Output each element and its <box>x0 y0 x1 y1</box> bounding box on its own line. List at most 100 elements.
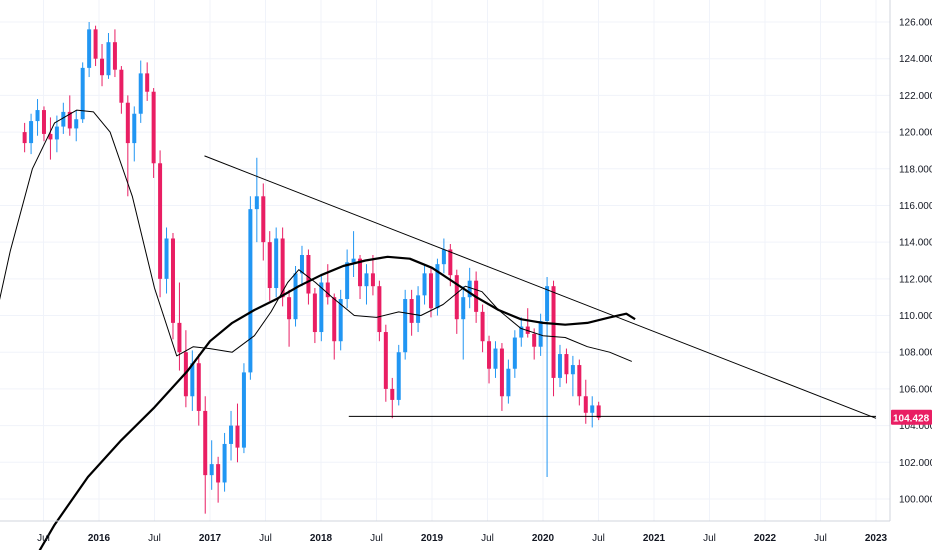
candle-body <box>35 110 40 122</box>
candle-body <box>100 58 105 76</box>
candle-body <box>499 348 504 397</box>
candle-body <box>61 111 66 127</box>
candle-body <box>216 464 221 483</box>
y-tick-label: 116.000 <box>899 201 932 212</box>
x-tick-label: Jul <box>814 533 827 544</box>
x-tick-label: Jul <box>148 533 161 544</box>
candle-body <box>54 126 59 140</box>
y-tick-label: 112.000 <box>899 274 932 285</box>
candle-body <box>235 425 240 448</box>
y-tick-label: 108.000 <box>899 348 932 359</box>
candle-body <box>583 396 588 413</box>
x-tick-label: 2022 <box>754 533 777 544</box>
x-tick-label: Jul <box>37 533 50 544</box>
candle-body <box>222 443 227 483</box>
candle-body <box>254 196 259 210</box>
candle-body <box>41 110 46 134</box>
x-tick-label: Jul <box>259 533 272 544</box>
candle-body <box>48 133 53 140</box>
x-tick-label: 2019 <box>421 533 444 544</box>
x-tick-label: Jul <box>370 533 383 544</box>
candle-body <box>190 363 195 397</box>
candle-body <box>467 280 472 298</box>
candle-body <box>261 196 266 243</box>
candle-body <box>229 425 234 444</box>
y-tick-label: 126.000 <box>899 18 932 29</box>
candle-body <box>390 388 395 400</box>
y-tick-label: 106.000 <box>899 384 932 395</box>
price-axis[interactable]: 100.000 102.000 104.000 106.000 108.000 110.0… <box>899 18 932 506</box>
last-price-value: 104.428 <box>893 413 930 424</box>
candle-body <box>67 111 72 129</box>
candle-body <box>570 365 575 375</box>
candle-body <box>299 254 304 274</box>
candle-body <box>267 242 272 289</box>
candle-body <box>422 273 427 296</box>
x-tick-label: Jul <box>481 533 494 544</box>
candle-body <box>358 258 363 287</box>
x-tick-label: Jul <box>592 533 605 544</box>
candle-body <box>351 258 356 263</box>
candle-body <box>557 354 562 378</box>
y-tick-label: 120.000 <box>899 128 932 139</box>
y-tick-label: 124.000 <box>899 54 932 65</box>
candle-body <box>532 333 537 347</box>
candle-body <box>112 42 117 70</box>
candle-body <box>132 113 137 144</box>
candle-body <box>435 264 440 309</box>
candle-body <box>325 282 330 298</box>
candle-body <box>287 297 292 320</box>
x-tick-label: Jul <box>703 533 716 544</box>
candle-body <box>177 322 182 353</box>
candle-body <box>196 363 201 411</box>
candle-body <box>125 102 130 144</box>
candle-body <box>80 67 85 120</box>
candle-body <box>248 209 253 373</box>
candle-body <box>145 73 150 92</box>
y-tick-label: 102.000 <box>899 458 932 469</box>
candle-body <box>441 249 446 265</box>
candle-body <box>170 238 175 323</box>
x-tick-label: 2017 <box>199 533 222 544</box>
last-price-badge <box>891 409 932 425</box>
candle-body <box>487 341 492 369</box>
candle-body <box>545 286 550 322</box>
candle-body <box>119 69 124 103</box>
x-tick-label: 2023 <box>865 533 888 544</box>
candle-body <box>409 299 414 323</box>
candle-body <box>319 282 324 333</box>
candle-body <box>29 121 34 144</box>
candle-body <box>364 273 369 287</box>
candle-body <box>274 238 279 289</box>
candle-body <box>596 405 601 418</box>
x-tick-label: 2018 <box>310 533 333 544</box>
trendline-upper <box>204 155 877 419</box>
candle-body <box>209 464 214 476</box>
candle-body <box>454 275 459 320</box>
candle-body <box>312 293 317 333</box>
candle-body <box>241 372 246 448</box>
candle-body <box>280 238 285 298</box>
candle-body <box>416 295 421 323</box>
x-tick-label: 2016 <box>88 533 111 544</box>
candle-body <box>448 249 453 276</box>
y-tick-label: 122.000 <box>899 91 932 102</box>
candle-body <box>480 311 485 342</box>
x-tick-label: 2021 <box>643 533 666 544</box>
candle-body <box>203 410 208 476</box>
moving-average-slow <box>38 255 636 550</box>
candle-body <box>377 286 382 333</box>
candle-body <box>332 297 337 342</box>
candle-body <box>519 326 524 338</box>
candle-body <box>551 286 556 378</box>
candle-body <box>538 321 543 347</box>
candle-body <box>403 299 408 353</box>
time-axis[interactable]: Jul 2016 Jul 2017 Jul 2018 Jul 2019 Jul 2020 Jul 20… <box>37 533 887 544</box>
candle-body <box>396 352 401 400</box>
candle-body <box>138 73 143 114</box>
candle-body <box>345 262 350 300</box>
candle-body <box>106 42 111 76</box>
candle-body <box>293 273 298 320</box>
y-tick-label: 110.000 <box>899 311 932 322</box>
